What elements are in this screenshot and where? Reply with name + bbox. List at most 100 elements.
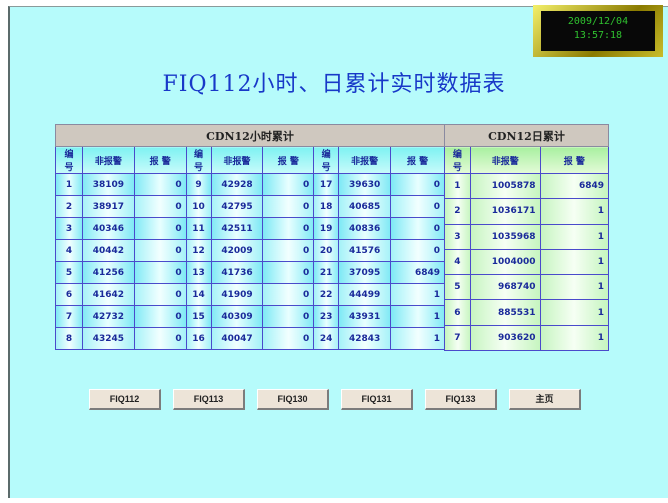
cell-alarm: 0 <box>133 173 187 196</box>
cell-id: 14 <box>185 283 212 306</box>
column-header-alarm: 报 警 <box>539 146 610 174</box>
nav-button-fiq131[interactable]: FIQ131 <box>341 389 413 410</box>
cell-id: 24 <box>313 327 340 350</box>
cell-alarm: 0 <box>390 239 445 262</box>
cell-id: 6 <box>55 283 83 306</box>
cell-alarm: 1 <box>539 198 610 225</box>
nav-button-fiq133[interactable]: FIQ133 <box>425 389 497 410</box>
cell-id: 2 <box>444 198 471 225</box>
cell-alarm: 0 <box>262 195 315 218</box>
cell-id: 7 <box>55 305 83 328</box>
hourly-table-title: CDN12小时累计 <box>55 124 445 147</box>
cell-id: 18 <box>313 195 340 218</box>
clock-date: 2009/12/04 <box>567 16 629 27</box>
table-row: 6 885531 1 <box>444 299 610 326</box>
table-row: 1 1005878 6849 <box>444 172 610 200</box>
table-row: 7 903620 1 <box>444 324 610 352</box>
cell-normal: 41736 <box>210 261 264 284</box>
cell-alarm: 1 <box>390 327 445 350</box>
cell-id: 23 <box>313 305 340 328</box>
column-header-normal: 非报警 <box>81 146 135 174</box>
cell-normal: 41576 <box>338 239 392 262</box>
cell-alarm: 0 <box>133 217 187 240</box>
column-header-normal: 非报警 <box>210 146 264 174</box>
cell-normal: 43931 <box>338 305 392 328</box>
cell-normal: 968740 <box>469 274 541 301</box>
cell-normal: 42843 <box>338 327 392 350</box>
hourly-table: CDN12小时累计 编号 非报警报 警编号 非报警报 警编号 非报警报 警 1 3810… <box>55 124 445 350</box>
column-header-alarm: 报 警 <box>262 146 315 174</box>
table-row: 3 1035968 1 <box>444 223 610 250</box>
nav-button-fiq130[interactable]: FIQ130 <box>257 389 329 410</box>
nav-button-fiq113[interactable]: FIQ113 <box>173 389 245 410</box>
cell-normal: 1004000 <box>469 248 541 276</box>
cell-id: 22 <box>313 283 340 306</box>
cell-id: 1 <box>444 172 471 200</box>
column-header-normal: 非报警 <box>338 146 392 174</box>
cell-alarm: 0 <box>262 173 315 196</box>
cell-id: 10 <box>185 195 212 218</box>
cell-normal: 38109 <box>81 173 135 196</box>
cell-id: 7 <box>444 324 471 352</box>
column-header-id: 编号 <box>55 146 83 174</box>
cell-normal: 42795 <box>210 195 264 218</box>
cell-alarm: 0 <box>262 305 315 328</box>
daily-table: CDN12日累计 编号 非报警报 警 1 1005878 6849 2 1036171 1 3… <box>444 124 610 352</box>
cell-alarm: 6849 <box>390 261 445 284</box>
cell-normal: 885531 <box>469 299 541 326</box>
cell-normal: 41909 <box>210 283 264 306</box>
cell-id: 17 <box>313 173 340 196</box>
cell-normal: 40685 <box>338 195 392 218</box>
cell-normal: 42928 <box>210 173 264 196</box>
cell-normal: 43245 <box>81 327 135 350</box>
cell-alarm: 0 <box>133 305 187 328</box>
column-header-id: 编号 <box>313 146 340 174</box>
cell-normal: 40346 <box>81 217 135 240</box>
cell-normal: 903620 <box>469 324 541 352</box>
nav-button-home[interactable]: 主页 <box>509 389 581 410</box>
table-row: 5 41256 0 13 41736 0 21 37095 6849 <box>55 261 445 284</box>
cell-id: 4 <box>55 239 83 262</box>
cell-id: 21 <box>313 261 340 284</box>
table-row: 6 41642 0 14 41909 0 22 44499 1 <box>55 283 445 306</box>
table-row: 8 43245 0 16 40047 0 24 42843 1 <box>55 327 445 350</box>
table-row: 2 38917 0 10 42795 0 18 40685 0 <box>55 195 445 218</box>
table-row: 4 40442 0 12 42009 0 20 41576 0 <box>55 239 445 262</box>
cell-id: 9 <box>185 173 212 196</box>
cell-normal: 40309 <box>210 305 264 328</box>
cell-id: 3 <box>55 217 83 240</box>
cell-id: 4 <box>444 248 471 276</box>
cell-alarm: 0 <box>262 261 315 284</box>
table-row: 1 38109 0 9 42928 0 17 39630 0 <box>55 173 445 196</box>
cell-id: 5 <box>444 274 471 301</box>
cell-normal: 1005878 <box>469 172 541 200</box>
column-header-id: 编号 <box>185 146 212 174</box>
cell-alarm: 0 <box>390 217 445 240</box>
cell-normal: 39630 <box>338 173 392 196</box>
column-header-id: 编号 <box>444 146 471 174</box>
cell-normal: 40442 <box>81 239 135 262</box>
cell-alarm: 1 <box>539 248 610 276</box>
column-header-alarm: 报 警 <box>133 146 187 174</box>
cell-normal: 41642 <box>81 283 135 306</box>
cell-alarm: 0 <box>262 283 315 306</box>
cell-normal: 1036171 <box>469 198 541 225</box>
cell-normal: 41256 <box>81 261 135 284</box>
cell-alarm: 0 <box>133 195 187 218</box>
cell-id: 3 <box>444 223 471 250</box>
cell-id: 6 <box>444 299 471 326</box>
table-row: 2 1036171 1 <box>444 198 610 225</box>
clock-time: 13:57:18 <box>573 30 623 41</box>
cell-alarm: 1 <box>539 324 610 352</box>
table-row: 5 968740 1 <box>444 274 610 301</box>
cell-alarm: 0 <box>133 239 187 262</box>
page-title: FIQ112小时、日累计实时数据表 <box>162 72 506 97</box>
table-row: 4 1004000 1 <box>444 248 610 276</box>
cell-id: 19 <box>313 217 340 240</box>
cell-alarm: 0 <box>390 173 445 196</box>
cell-normal: 40836 <box>338 217 392 240</box>
cell-id: 11 <box>185 217 212 240</box>
nav-button-fiq112[interactable]: FIQ112 <box>89 389 161 410</box>
cell-alarm: 0 <box>262 239 315 262</box>
cell-normal: 40047 <box>210 327 264 350</box>
